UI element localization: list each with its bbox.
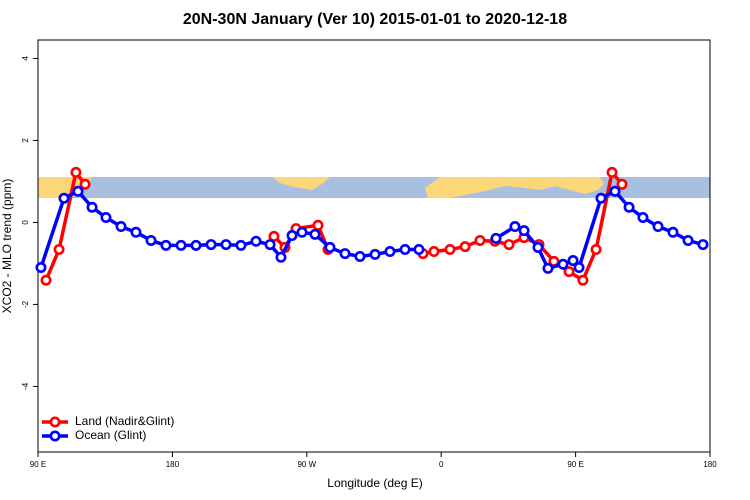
y-axis-label: XCO2 - MLO trend (ppm) — [0, 179, 14, 314]
y-tick-label: -4 — [21, 382, 30, 390]
point — [490, 232, 502, 244]
point — [220, 239, 232, 251]
x-axis-label: Longitude (deg E) — [327, 476, 422, 490]
y-tick-label: 2 — [21, 138, 30, 143]
y-tick-label: -2 — [21, 300, 30, 308]
x-tick-label: 90 E — [30, 460, 46, 469]
point — [509, 221, 521, 233]
point — [79, 178, 91, 190]
point — [250, 235, 262, 247]
x-tick-label: 0 — [439, 460, 444, 469]
x-tick-label: 90 W — [297, 460, 316, 469]
point — [160, 239, 172, 251]
point — [275, 251, 287, 263]
y-tick-label: 4 — [21, 56, 30, 61]
point — [532, 241, 544, 253]
point — [577, 274, 589, 286]
point — [86, 201, 98, 213]
point — [296, 226, 308, 238]
point — [205, 239, 217, 251]
point — [40, 274, 52, 286]
point — [369, 248, 381, 260]
chart-title: 20N-30N January (Ver 10) 2015-01-01 to 2… — [183, 11, 567, 28]
legend-marker — [49, 416, 61, 428]
point — [474, 234, 486, 246]
point — [312, 219, 324, 231]
land-shape — [425, 177, 604, 198]
point — [324, 241, 336, 253]
point — [595, 192, 607, 204]
point — [637, 212, 649, 224]
point — [623, 201, 635, 213]
point — [503, 239, 515, 251]
point — [682, 234, 694, 246]
point — [542, 262, 554, 274]
point — [413, 243, 425, 255]
point — [115, 221, 127, 233]
point — [399, 243, 411, 255]
point — [145, 234, 157, 246]
point — [130, 226, 142, 238]
y-tick-label: 0 — [21, 220, 30, 225]
point — [264, 239, 276, 251]
x-tick-label: 180 — [166, 460, 180, 469]
legend-label: Ocean (Glint) — [75, 428, 146, 442]
point — [235, 239, 247, 251]
point — [609, 185, 621, 197]
point — [444, 243, 456, 255]
point — [563, 266, 575, 278]
land-shape — [272, 177, 330, 190]
point — [667, 226, 679, 238]
point — [70, 166, 82, 178]
point — [384, 246, 396, 258]
point — [428, 246, 440, 258]
point — [459, 241, 471, 253]
point — [268, 230, 280, 242]
point — [606, 166, 618, 178]
point — [557, 258, 569, 270]
point — [573, 262, 585, 274]
x-tick-label: 180 — [703, 460, 717, 469]
point — [518, 225, 530, 237]
legend-label: Land (Nadir&Glint) — [75, 414, 174, 428]
plot-frame — [37, 39, 711, 453]
map-band — [38, 177, 710, 198]
point — [35, 262, 47, 274]
land-shape — [38, 177, 92, 198]
point — [309, 228, 321, 240]
point — [53, 243, 65, 255]
point — [697, 239, 709, 251]
point — [652, 221, 664, 233]
point — [72, 185, 84, 197]
point — [175, 239, 187, 251]
point — [286, 230, 298, 242]
point — [590, 243, 602, 255]
x-tick-label: 90 E — [567, 460, 583, 469]
point — [616, 178, 628, 190]
legend-marker — [49, 430, 61, 442]
point — [58, 192, 70, 204]
point — [567, 255, 579, 267]
point — [354, 250, 366, 262]
point — [339, 248, 351, 260]
point — [190, 239, 202, 251]
point — [100, 212, 112, 224]
